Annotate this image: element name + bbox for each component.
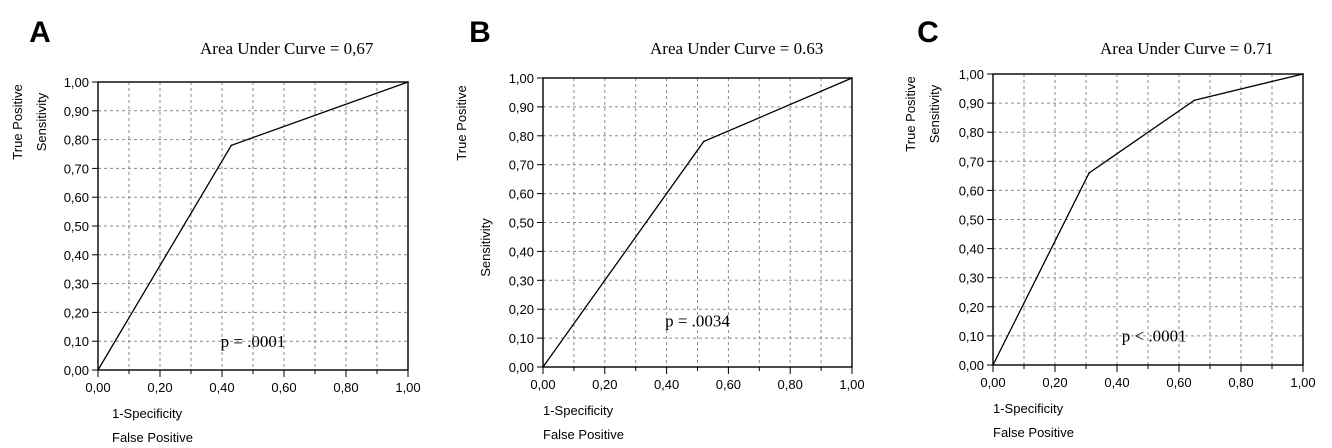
y-tick-label: 0,90	[509, 100, 534, 115]
y-tick-label: 0,40	[959, 242, 984, 257]
x-tick-label: 0,00	[85, 380, 110, 395]
y-tick-label: 1,00	[959, 67, 984, 82]
roc-curve-point	[851, 77, 853, 79]
y-tick-label: 0,90	[64, 104, 89, 119]
y-tick-label: 0,60	[959, 183, 984, 198]
x-tick-label: 0,60	[716, 377, 741, 392]
y-axis-label: Sensitivity	[478, 218, 493, 277]
roc-curve-point	[230, 144, 233, 147]
y-tick-label: 0,10	[959, 329, 984, 344]
y-tick-label: 0,90	[959, 96, 984, 111]
x-tick-label: 1,00	[839, 377, 864, 392]
x-tick-label: 0,40	[1104, 375, 1129, 390]
roc-curve-point	[407, 81, 409, 83]
y-tick-label: 0,80	[959, 125, 984, 140]
y-tick-label: 0,40	[509, 244, 534, 259]
y-axis-label: Sensitivity	[927, 84, 942, 143]
x-tick-label: 0,20	[147, 380, 172, 395]
y-tick-label: 0,60	[64, 190, 89, 205]
y-tick-label: 0,60	[509, 187, 534, 202]
roc-curve-point	[1088, 172, 1090, 174]
y-tick-label: 0,50	[64, 219, 89, 234]
roc-curve-point	[702, 140, 705, 143]
roc-curve-point	[1193, 99, 1196, 101]
roc-panel-c: 0,00 0,20 0,40 0,60 0,80 1,00 0,00 0,10 0,20 0,30…	[903, 16, 1316, 440]
p-value-annotation: p < .0001	[1122, 327, 1187, 346]
y-tick-label: 0,20	[509, 302, 534, 317]
x-axis-label: False Positive	[112, 430, 193, 445]
x-tick-label: 0,00	[980, 375, 1005, 390]
roc-curve-point	[992, 364, 994, 366]
x-tick-label: 0,60	[1166, 375, 1191, 390]
x-tick-label: 0,20	[592, 377, 617, 392]
x-axis-label: 1-Specificity	[112, 406, 183, 421]
roc-curve-line	[992, 73, 1304, 366]
x-tick-label: 0,40	[209, 380, 234, 395]
x-tick-label: 1,00	[1290, 375, 1315, 390]
y-tick-label: 0,00	[959, 358, 984, 373]
y-tick-label: 0,80	[64, 133, 89, 148]
y-tick-label: 0,30	[64, 277, 89, 292]
x-tick-label: 0,80	[1228, 375, 1253, 390]
x-tick-label: 0,80	[778, 377, 803, 392]
chart-title: Area Under Curve = 0,67	[200, 39, 374, 58]
x-tick-label: 0,20	[1042, 375, 1067, 390]
y-tick-label: 0,30	[509, 273, 534, 288]
x-axis-label: False Positive	[993, 425, 1074, 440]
chart-title: Area Under Curve = 0.71	[1100, 39, 1273, 58]
x-axis-label: 1-Specificity	[993, 401, 1064, 416]
x-axis-label: False Positive	[543, 427, 624, 442]
y-tick-label: 0,10	[64, 334, 89, 349]
panel-letter: B	[469, 16, 491, 49]
x-axis-label: 1-Specificity	[543, 403, 614, 418]
y-axis-label: True Positive	[454, 85, 469, 160]
y-axis-label: Sensitivity	[34, 92, 49, 151]
x-tick-label: 0,00	[530, 377, 555, 392]
y-tick-label: 0,80	[509, 129, 534, 144]
x-tick-label: 0,60	[271, 380, 296, 395]
y-tick-label: 0,00	[64, 363, 89, 378]
chart-title: Area Under Curve = 0.63	[650, 39, 823, 58]
y-tick-label: 0,20	[64, 305, 89, 320]
panel-letter: C	[917, 16, 939, 49]
x-tick-label: 0,80	[333, 380, 358, 395]
y-tick-label: 0,00	[509, 360, 534, 375]
y-tick-label: 0,70	[509, 158, 534, 173]
y-tick-label: 1,00	[509, 71, 534, 86]
y-tick-label: 0,50	[959, 213, 984, 228]
x-tick-label: 0,40	[654, 377, 679, 392]
roc-curve-point	[542, 366, 544, 368]
p-value-annotation: p = .0034	[665, 312, 730, 331]
roc-curve-point	[1302, 73, 1304, 75]
y-tick-label: 0,70	[64, 161, 89, 176]
roc-curve-point	[97, 369, 99, 371]
y-tick-label: 0,40	[64, 248, 89, 263]
y-tick-label: 0,50	[509, 216, 534, 231]
y-axis-label: True Positive	[10, 84, 25, 159]
y-axis-label: True Positive	[903, 76, 918, 151]
y-tick-label: 0,20	[959, 300, 984, 315]
x-tick-label: 1,00	[395, 380, 420, 395]
y-tick-label: 1,00	[64, 75, 89, 90]
y-tick-label: 0,10	[509, 331, 534, 346]
y-tick-label: 0,70	[959, 154, 984, 169]
y-tick-label: 0,30	[959, 271, 984, 286]
p-value-annotation: p = .0001	[221, 332, 286, 351]
panel-letter: A	[29, 16, 51, 49]
roc-panel-a: 0,00 0,20 0,40 0,60 0,80 1,00 0,00 0,10 0,20 0,30…	[10, 16, 421, 445]
roc-panel-b: 0,00 0,20 0,40 0,60 0,80 1,00 0,00 0,10 0,20 0,30…	[454, 16, 865, 442]
